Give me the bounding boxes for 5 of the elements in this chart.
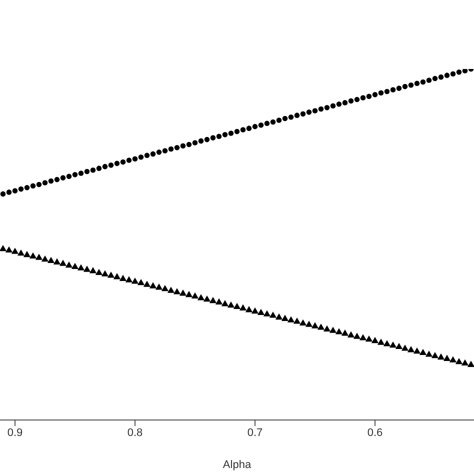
x-axis-title: Alpha: [222, 459, 252, 471]
x-tick-label: 0.9: [7, 426, 23, 439]
x-tick-label: 0.6: [367, 426, 383, 439]
x-tick-label: 0.8: [127, 426, 143, 439]
x-tick-label: 0.7: [247, 426, 263, 439]
